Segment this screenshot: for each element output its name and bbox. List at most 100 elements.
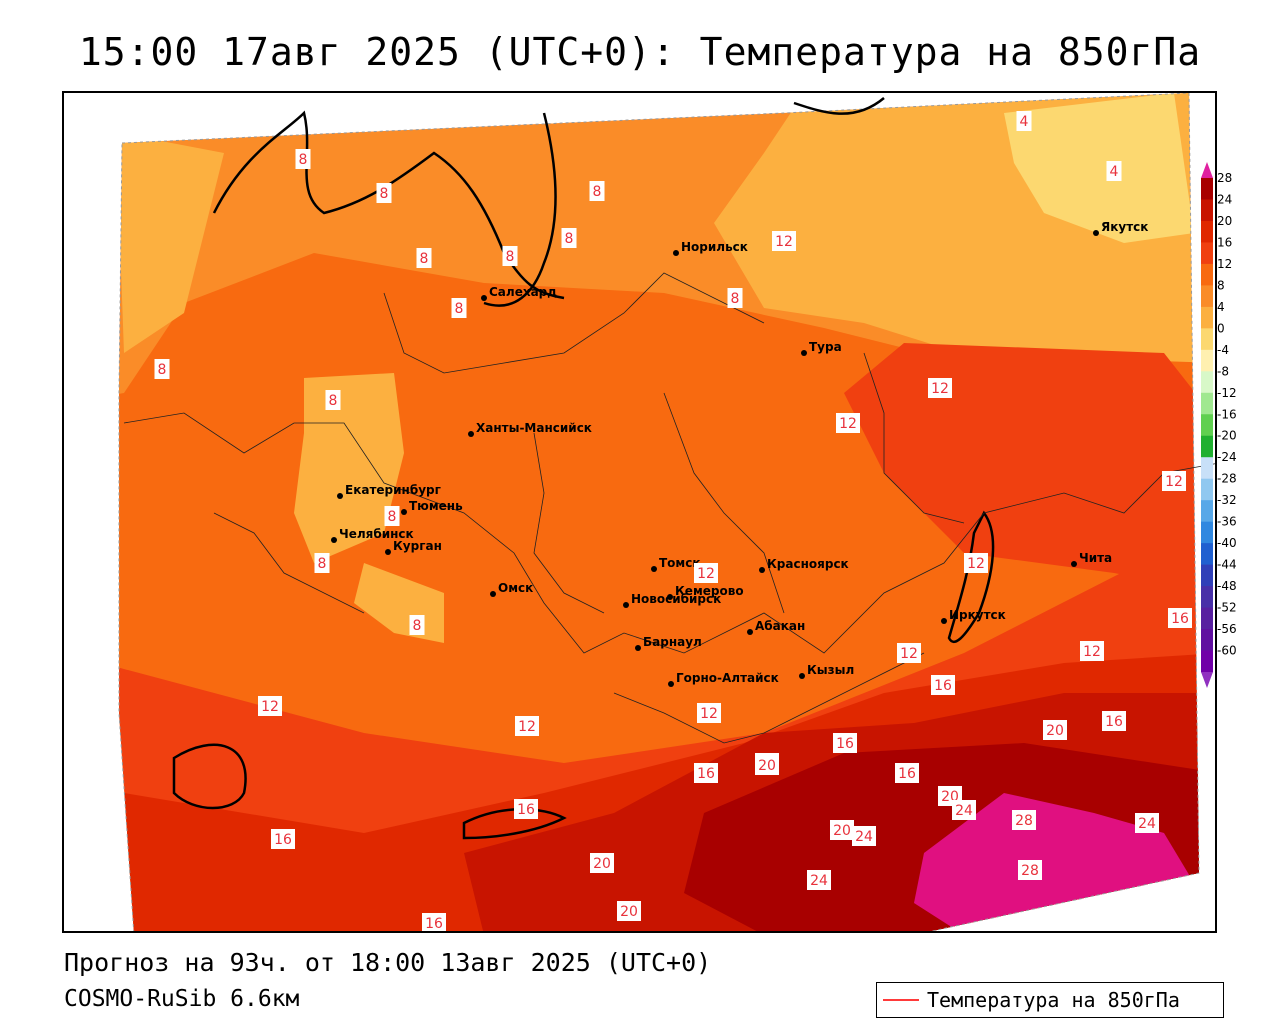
colorbar-swatch — [1201, 607, 1213, 630]
colorbar-tick-label: -60 — [1217, 644, 1237, 658]
isotherm-label: 20 — [620, 904, 638, 920]
city-marker — [623, 602, 629, 608]
isotherm-label: 8 — [455, 301, 464, 317]
temperature-map: Якутск Норильск Салехард Тура Ханты-Мансийск… — [64, 93, 1215, 932]
colorbar-swatch — [1201, 328, 1213, 351]
isotherm-label: 20 — [758, 758, 776, 774]
isotherm-label: 8 — [380, 186, 389, 202]
isotherm-label: 12 — [261, 699, 279, 715]
colorbar-tick-label: -44 — [1217, 558, 1237, 572]
isotherm-label: 8 — [158, 362, 167, 378]
city-marker — [747, 629, 753, 635]
isotherm-label: 16 — [836, 736, 854, 752]
isotherm-label: 8 — [413, 618, 422, 634]
isotherm-label-bg — [772, 231, 796, 251]
city-marker — [1071, 561, 1077, 567]
colorbar-swatch — [1201, 414, 1213, 437]
map-frame: Якутск Норильск Салехард Тура Ханты-Мансийск… — [62, 91, 1217, 933]
forecast-info: Прогноз на 93ч. от 18:00 13авг 2025 (UTC… — [64, 948, 712, 977]
isotherm-label-bg — [515, 716, 539, 736]
city-label: Курган — [393, 539, 442, 553]
colorbar-tick-label: 12 — [1217, 257, 1232, 271]
isotherm-label-bg — [897, 643, 921, 663]
isotherm-label: 12 — [967, 556, 985, 572]
city-marker — [1093, 230, 1099, 236]
isotherm-label: 16 — [898, 766, 916, 782]
colorbar-tick-label: 28 — [1217, 171, 1232, 185]
city-label: Горно-Алтайск — [676, 671, 779, 685]
colorbar-tick-label: 0 — [1217, 321, 1225, 335]
city-label: Тюмень — [409, 499, 463, 513]
city-marker — [801, 350, 807, 356]
isotherm-label: 24 — [810, 873, 828, 889]
isotherm-label: 20 — [833, 823, 851, 839]
city-marker — [759, 567, 765, 573]
isotherm-label-bg — [931, 675, 955, 695]
city-marker — [668, 681, 674, 687]
isotherm-label: 12 — [775, 234, 793, 250]
colorbar-swatch — [1201, 220, 1213, 243]
isotherm-label-bg — [416, 248, 432, 268]
isotherm-label: 16 — [517, 802, 535, 818]
isotherm-label-bg — [1016, 111, 1032, 131]
isotherm-label: 16 — [425, 916, 443, 932]
isotherm-label-bg — [694, 763, 718, 783]
isotherm-label: 28 — [1021, 863, 1039, 879]
colorbar-swatch — [1201, 478, 1213, 501]
isotherm-label: 12 — [1083, 644, 1101, 660]
city-label: Салехард — [489, 285, 557, 299]
isotherm-label: 24 — [855, 829, 873, 845]
colorbar-tick-label: -24 — [1217, 450, 1237, 464]
city-marker — [481, 295, 487, 301]
colorbar-tick-label: -12 — [1217, 386, 1237, 400]
city-label: Ханты-Мансийск — [476, 421, 592, 435]
isotherm-label-bg — [964, 553, 988, 573]
isotherm-label-bg — [590, 853, 614, 873]
isotherm-label-bg — [1135, 813, 1159, 833]
city-label: Красноярск — [767, 557, 849, 571]
isotherm-label-bg — [376, 183, 392, 203]
isotherm-label-bg — [258, 696, 282, 716]
city-label: Чита — [1079, 551, 1112, 565]
colorbar-swatch — [1201, 371, 1213, 394]
isotherm-label-bg — [895, 763, 919, 783]
isotherm-label-bg — [589, 181, 605, 201]
colorbar-tick-label: -4 — [1217, 343, 1229, 357]
isotherm-label-bg — [1168, 608, 1192, 628]
isotherm-label: 24 — [955, 803, 973, 819]
isotherm-label-bg — [833, 733, 857, 753]
city-marker — [673, 250, 679, 256]
colorbar-swatch — [1201, 392, 1213, 415]
colorbar-tick-label: -56 — [1217, 622, 1237, 636]
isotherm-label-bg — [409, 615, 425, 635]
colorbar-tick-label: 16 — [1217, 235, 1232, 249]
city-marker — [385, 549, 391, 555]
isotherm-label: 8 — [506, 249, 515, 265]
isotherm-label: 12 — [839, 416, 857, 432]
isotherm-label-bg — [325, 390, 341, 410]
isotherm-label-bg — [1018, 860, 1042, 880]
colorbar-swatch — [1201, 543, 1213, 566]
colorbar-tick-label: -20 — [1217, 429, 1237, 443]
isotherm-label-bg — [502, 246, 518, 266]
isotherm-label-bg — [852, 826, 876, 846]
isotherm-label-bg — [561, 228, 577, 248]
isotherm-label-bg — [422, 913, 446, 931]
isotherm-label: 16 — [934, 678, 952, 694]
legend: Температура на 850гПа — [876, 982, 1224, 1018]
isotherm-label-bg — [514, 799, 538, 819]
colorbar-swatch — [1201, 435, 1213, 458]
city-marker — [337, 493, 343, 499]
isotherm-label-bg — [1106, 161, 1122, 181]
isotherm-label-bg — [755, 755, 779, 775]
isotherm-label: 28 — [1015, 813, 1033, 829]
city-marker — [468, 431, 474, 437]
colorbar-swatch — [1201, 306, 1213, 329]
isotherm-label: 12 — [700, 706, 718, 722]
colorbar: 28 24 20 16 12 8 4 0 -4 -8 -12 -16 -20 -24 -28 -32 -36 -4… — [1199, 160, 1259, 690]
isotherm-label: 8 — [420, 251, 429, 267]
colorbar-swatch — [1201, 586, 1213, 609]
isotherm-label: 4 — [1110, 164, 1119, 180]
isotherm-label: 8 — [329, 393, 338, 409]
colorbar-swatch — [1201, 650, 1213, 673]
